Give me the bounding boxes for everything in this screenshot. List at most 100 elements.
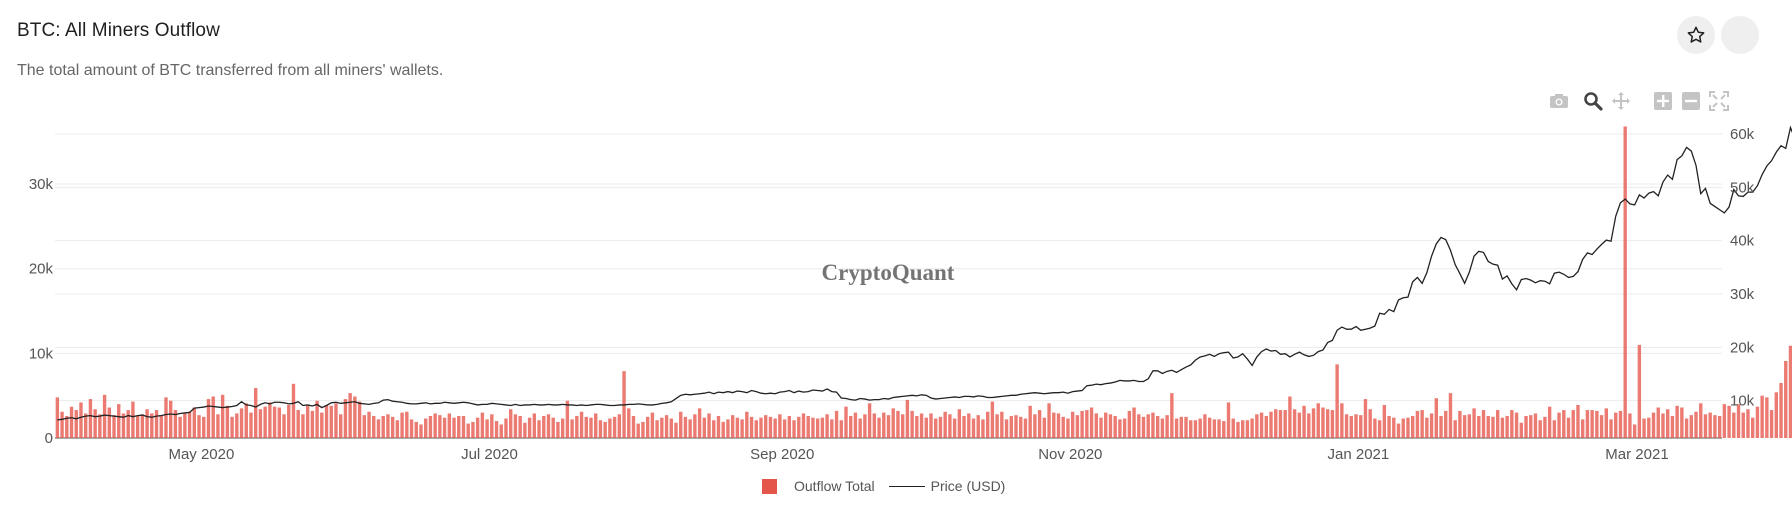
outflow-bar bbox=[1661, 413, 1665, 438]
favorite-button[interactable] bbox=[1677, 16, 1715, 54]
outflow-bar bbox=[735, 417, 740, 438]
outflow-bar bbox=[386, 414, 390, 438]
outflow-bar bbox=[797, 416, 801, 438]
outflow-bar bbox=[69, 406, 74, 438]
outflow-bar bbox=[1481, 410, 1486, 438]
more-button[interactable] bbox=[1721, 16, 1759, 54]
outflow-bar bbox=[971, 418, 976, 438]
outflow-bar bbox=[442, 417, 447, 438]
outflow-bar bbox=[1160, 418, 1165, 438]
outflow-bar bbox=[839, 420, 843, 438]
outflow-bar bbox=[471, 421, 475, 438]
outflow-bar bbox=[1755, 406, 1760, 438]
outflow-bar bbox=[159, 415, 163, 438]
outflow-bar bbox=[1170, 393, 1174, 438]
x-tick-label: Jul 2020 bbox=[461, 446, 518, 463]
outflow-bar bbox=[1023, 418, 1028, 438]
zoom-out-icon[interactable] bbox=[1680, 90, 1702, 112]
outflow-bar bbox=[1354, 414, 1358, 438]
outflow-bar bbox=[249, 412, 253, 438]
outflow-bar bbox=[268, 402, 272, 438]
outflow-bar bbox=[1694, 411, 1698, 438]
outflow-bar bbox=[877, 417, 881, 438]
outflow-bar bbox=[84, 413, 88, 438]
legend-line-label[interactable]: Price (USD) bbox=[930, 478, 1006, 494]
outflow-bar bbox=[1769, 410, 1774, 438]
outflow-bar bbox=[1061, 416, 1065, 438]
outflow-bar bbox=[291, 383, 296, 438]
outflow-bar bbox=[1198, 418, 1202, 438]
outflow-bar bbox=[631, 415, 636, 438]
legend-bar-label[interactable]: Outflow Total bbox=[794, 478, 875, 494]
outflow-bar bbox=[1363, 399, 1368, 438]
outflow-bar bbox=[438, 415, 442, 438]
outflow-bar bbox=[1557, 412, 1561, 438]
outflow-bar bbox=[849, 415, 853, 438]
outflow-bar bbox=[801, 413, 806, 438]
outflow-bar bbox=[509, 409, 513, 438]
outflow-bar bbox=[938, 416, 943, 438]
outflow-bar bbox=[353, 396, 357, 438]
outflow-bar bbox=[1519, 422, 1523, 438]
outflow-bar bbox=[518, 415, 522, 438]
outflow-bar bbox=[811, 417, 815, 438]
zoom-icon[interactable] bbox=[1582, 90, 1604, 112]
outflow-bar bbox=[1255, 414, 1259, 438]
outflow-bar bbox=[1193, 420, 1198, 438]
outflow-bar bbox=[480, 412, 485, 438]
legend-line-swatch[interactable] bbox=[888, 485, 925, 487]
outflow-bar bbox=[79, 402, 83, 438]
outflow-bar bbox=[1415, 410, 1420, 438]
price-line bbox=[57, 125, 1792, 421]
outflow-bar bbox=[1321, 407, 1325, 438]
outflow-bar bbox=[655, 420, 659, 438]
outflow-bar bbox=[981, 419, 985, 438]
outflow-bar bbox=[452, 417, 456, 438]
outflow-bar bbox=[1108, 414, 1113, 438]
outflow-bar bbox=[225, 405, 230, 438]
outflow-bar bbox=[296, 410, 300, 438]
outflow-bar bbox=[702, 417, 707, 438]
outflow-bar bbox=[1033, 414, 1037, 438]
outflow-bar bbox=[466, 423, 470, 438]
outflow-bar bbox=[612, 416, 617, 438]
outflow-bar bbox=[636, 423, 640, 438]
outflow-bar bbox=[1056, 413, 1061, 438]
outflow-bar bbox=[1774, 392, 1779, 438]
outflow-bar bbox=[830, 419, 834, 438]
outflow-bar bbox=[712, 420, 716, 438]
outflow-bar bbox=[1217, 419, 1221, 438]
outflow-bar bbox=[764, 415, 768, 438]
outflow-bar bbox=[1722, 404, 1727, 438]
outflow-bar bbox=[197, 415, 201, 438]
outflow-bar bbox=[1387, 415, 1391, 438]
outflow-bar bbox=[730, 415, 735, 438]
outflow-bar bbox=[1741, 412, 1745, 438]
outflow-bar bbox=[915, 415, 919, 438]
outflow-bar bbox=[1628, 413, 1632, 438]
outflow-bar bbox=[768, 416, 773, 438]
outflow-bar bbox=[896, 410, 900, 438]
legend-bar-swatch[interactable] bbox=[762, 478, 777, 494]
outflow-bar bbox=[1651, 412, 1656, 438]
pan-icon[interactable] bbox=[1610, 90, 1632, 112]
camera-icon[interactable] bbox=[1548, 90, 1570, 112]
outflow-bar bbox=[1562, 410, 1566, 438]
outflow-bar bbox=[1019, 416, 1023, 438]
outflow-bar bbox=[1420, 410, 1424, 438]
outflow-bar bbox=[1614, 412, 1618, 438]
outflow-bar bbox=[707, 413, 711, 438]
y-left-tick-label: 20k bbox=[29, 261, 54, 278]
outflow-bar bbox=[1642, 418, 1646, 438]
chart-plot[interactable]: CryptoQuant 10k 20k 30k 40k 50k 60k 0 10k 20k 30k… bbox=[0, 0, 1792, 470]
autoscale-icon[interactable] bbox=[1708, 90, 1730, 112]
outflow-bar bbox=[102, 394, 107, 438]
y-right-tick-label: 20k bbox=[1730, 339, 1755, 356]
outflow-bar bbox=[1297, 412, 1302, 438]
outflow-bar bbox=[1359, 415, 1363, 438]
outflow-bar bbox=[1146, 414, 1150, 438]
outflow-bar bbox=[1174, 418, 1179, 438]
outflow-bar bbox=[934, 418, 938, 438]
outflow-bar bbox=[1656, 407, 1660, 438]
zoom-in-icon[interactable] bbox=[1652, 90, 1674, 112]
